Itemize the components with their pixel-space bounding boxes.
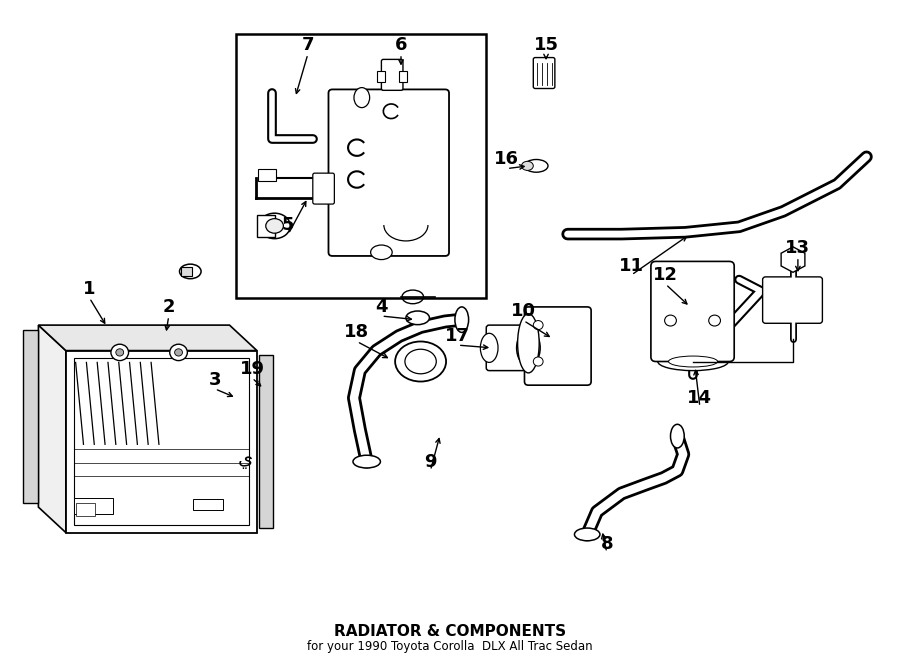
Text: 1: 1: [83, 280, 95, 297]
Circle shape: [708, 315, 721, 326]
Circle shape: [175, 349, 183, 356]
Text: 8: 8: [600, 535, 613, 553]
Bar: [258, 169, 275, 181]
Circle shape: [664, 315, 677, 326]
Bar: [259, 355, 273, 528]
Text: 4: 4: [375, 298, 388, 316]
Polygon shape: [39, 325, 66, 533]
Ellipse shape: [371, 245, 392, 260]
Text: 15: 15: [534, 36, 559, 54]
FancyBboxPatch shape: [651, 261, 734, 362]
Ellipse shape: [670, 424, 684, 448]
Circle shape: [534, 321, 543, 330]
FancyBboxPatch shape: [328, 89, 449, 256]
Ellipse shape: [658, 352, 728, 371]
FancyBboxPatch shape: [525, 307, 591, 385]
Text: 7: 7: [302, 36, 314, 54]
Text: 10: 10: [511, 303, 536, 321]
Ellipse shape: [354, 88, 370, 108]
Polygon shape: [66, 350, 256, 533]
Text: 5: 5: [282, 216, 294, 234]
Ellipse shape: [574, 528, 600, 541]
Ellipse shape: [481, 333, 498, 362]
Text: 16: 16: [494, 151, 519, 169]
Ellipse shape: [454, 307, 469, 332]
Circle shape: [170, 344, 187, 361]
FancyBboxPatch shape: [382, 59, 403, 91]
Bar: [22, 330, 39, 502]
Text: ي: ي: [238, 450, 253, 469]
Ellipse shape: [266, 219, 284, 233]
Bar: [237, 34, 486, 298]
Ellipse shape: [406, 311, 429, 325]
Ellipse shape: [521, 161, 534, 171]
Ellipse shape: [517, 330, 540, 366]
Circle shape: [111, 344, 129, 361]
Bar: [377, 71, 385, 82]
Bar: [194, 499, 222, 510]
Ellipse shape: [259, 214, 291, 239]
Text: 18: 18: [345, 323, 370, 341]
Bar: [256, 215, 274, 237]
Text: 13: 13: [786, 239, 810, 256]
Bar: [399, 71, 407, 82]
Ellipse shape: [353, 455, 381, 468]
Text: 11: 11: [619, 257, 644, 275]
Circle shape: [534, 357, 543, 366]
Ellipse shape: [179, 264, 201, 279]
Bar: [181, 267, 193, 276]
Text: 19: 19: [239, 360, 265, 378]
Ellipse shape: [395, 342, 446, 381]
Text: for your 1990 Toyota Corolla  DLX All Trac Sedan: for your 1990 Toyota Corolla DLX All Tra…: [307, 640, 593, 653]
Text: 12: 12: [653, 266, 678, 284]
FancyBboxPatch shape: [762, 277, 823, 323]
Ellipse shape: [525, 159, 548, 173]
Ellipse shape: [518, 314, 539, 373]
Text: 14: 14: [688, 389, 713, 407]
Bar: [76, 504, 95, 516]
Text: 3: 3: [209, 371, 221, 389]
Text: 2: 2: [163, 298, 175, 316]
Text: 17: 17: [446, 327, 471, 345]
Text: 9: 9: [424, 453, 436, 471]
Ellipse shape: [405, 349, 436, 373]
Text: RADIATOR & COMPONENTS: RADIATOR & COMPONENTS: [334, 624, 566, 639]
Text: 6: 6: [395, 36, 407, 54]
FancyBboxPatch shape: [534, 58, 555, 89]
Ellipse shape: [402, 290, 424, 303]
Polygon shape: [39, 325, 256, 350]
Ellipse shape: [669, 356, 717, 367]
Bar: [74, 498, 112, 514]
FancyBboxPatch shape: [313, 173, 335, 204]
Circle shape: [116, 349, 123, 356]
FancyBboxPatch shape: [486, 325, 531, 371]
Bar: [74, 358, 249, 525]
